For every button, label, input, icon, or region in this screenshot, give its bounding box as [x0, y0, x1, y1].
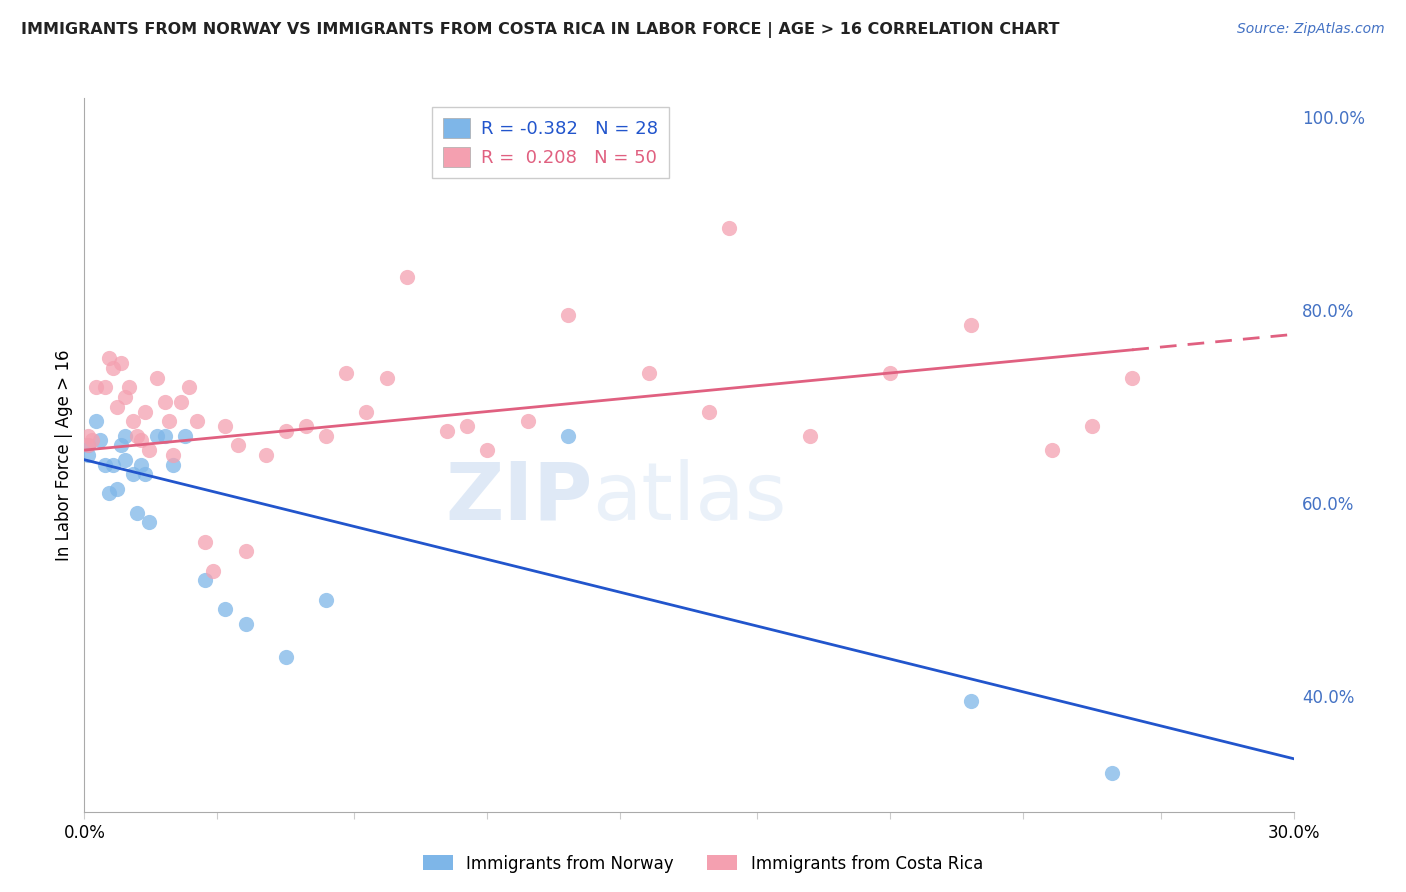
Point	[129, 434, 152, 448]
Point	[557, 308, 579, 322]
Point	[110, 438, 132, 452]
Point	[226, 438, 249, 452]
Point	[82, 434, 104, 448]
Point	[254, 448, 277, 462]
Legend: Immigrants from Norway, Immigrants from Costa Rica: Immigrants from Norway, Immigrants from …	[416, 848, 990, 880]
Text: IMMIGRANTS FROM NORWAY VS IMMIGRANTS FROM COSTA RICA IN LABOR FORCE | AGE > 16 C: IMMIGRANTS FROM NORWAY VS IMMIGRANTS FRO…	[21, 22, 1060, 38]
Point	[799, 428, 821, 442]
Point	[129, 458, 152, 472]
Point	[179, 380, 201, 394]
Point	[105, 482, 128, 496]
Point	[114, 390, 136, 404]
Point	[202, 564, 225, 578]
Point	[101, 361, 124, 376]
Point	[134, 404, 156, 418]
Point	[97, 351, 120, 366]
Text: Source: ZipAtlas.com: Source: ZipAtlas.com	[1237, 22, 1385, 37]
Point	[194, 574, 217, 588]
Legend: R = -0.382   N = 28, R =  0.208   N = 50: R = -0.382 N = 28, R = 0.208 N = 50	[432, 107, 668, 178]
Point	[162, 448, 184, 462]
Point	[879, 366, 901, 380]
Point	[77, 448, 100, 462]
Point	[697, 404, 720, 418]
Point	[315, 428, 337, 442]
Point	[77, 428, 100, 442]
Point	[157, 414, 180, 428]
Point	[125, 428, 148, 442]
Point	[134, 467, 156, 482]
Point	[86, 414, 108, 428]
Point	[146, 428, 169, 442]
Point	[214, 602, 236, 616]
Text: atlas: atlas	[592, 458, 786, 537]
Point	[86, 380, 108, 394]
Point	[114, 452, 136, 467]
Point	[162, 458, 184, 472]
Point	[557, 428, 579, 442]
Point	[93, 458, 115, 472]
Point	[274, 650, 297, 665]
Point	[960, 694, 983, 708]
Point	[114, 428, 136, 442]
Point	[77, 438, 100, 452]
Point	[121, 467, 143, 482]
Text: ZIP: ZIP	[444, 458, 592, 537]
Point	[146, 371, 169, 385]
Y-axis label: In Labor Force | Age > 16: In Labor Force | Age > 16	[55, 349, 73, 561]
Point	[395, 269, 418, 284]
Point	[174, 428, 197, 442]
Point	[97, 486, 120, 500]
Point	[235, 616, 257, 631]
Point	[110, 356, 132, 370]
Point	[153, 428, 176, 442]
Point	[375, 371, 398, 385]
Point	[718, 221, 741, 235]
Point	[637, 366, 659, 380]
Point	[1040, 443, 1063, 458]
Point	[1101, 766, 1123, 780]
Point	[456, 419, 478, 434]
Point	[170, 395, 193, 409]
Point	[214, 419, 236, 434]
Point	[274, 424, 297, 438]
Point	[315, 592, 337, 607]
Point	[1081, 419, 1104, 434]
Point	[153, 395, 176, 409]
Point	[138, 443, 160, 458]
Point	[235, 544, 257, 558]
Point	[186, 414, 208, 428]
Point	[1121, 371, 1143, 385]
Point	[335, 366, 357, 380]
Point	[101, 458, 124, 472]
Point	[121, 414, 143, 428]
Point	[295, 419, 318, 434]
Point	[93, 380, 115, 394]
Point	[125, 506, 148, 520]
Point	[194, 534, 217, 549]
Point	[105, 400, 128, 414]
Point	[516, 414, 538, 428]
Point	[477, 443, 499, 458]
Point	[960, 318, 983, 332]
Point	[89, 434, 111, 448]
Point	[138, 516, 160, 530]
Point	[356, 404, 378, 418]
Point	[436, 424, 458, 438]
Point	[118, 380, 141, 394]
Point	[77, 438, 100, 452]
